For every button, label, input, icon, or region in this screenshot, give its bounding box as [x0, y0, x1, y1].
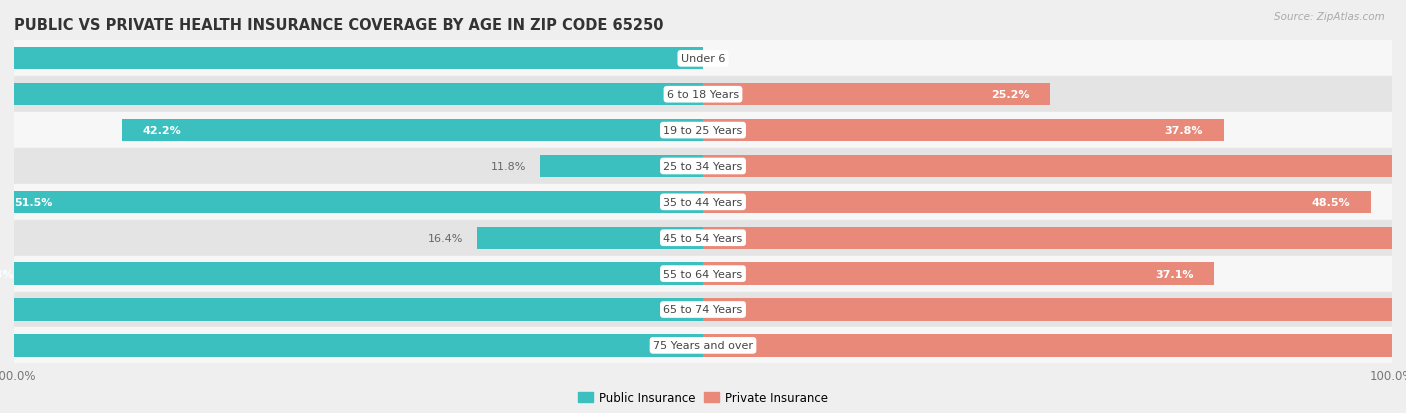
Bar	[14, 292, 1392, 328]
Bar	[703, 227, 1406, 249]
Bar	[14, 185, 1392, 220]
Legend: Public Insurance, Private Insurance: Public Insurance, Private Insurance	[574, 387, 832, 409]
Bar	[14, 77, 1392, 113]
Text: 45 to 54 Years: 45 to 54 Years	[664, 233, 742, 243]
Bar	[0, 335, 703, 357]
Text: 35 to 44 Years: 35 to 44 Years	[664, 197, 742, 207]
Bar	[703, 299, 1406, 321]
Bar	[14, 256, 1392, 292]
Text: 75 Years and over: 75 Years and over	[652, 341, 754, 351]
Bar	[703, 263, 1215, 285]
Bar	[0, 48, 703, 70]
Text: 51.5%: 51.5%	[14, 197, 52, 207]
Text: 37.1%: 37.1%	[1154, 269, 1194, 279]
Bar	[14, 149, 1392, 185]
Text: 65 to 74 Years: 65 to 74 Years	[664, 305, 742, 315]
Text: 16.4%: 16.4%	[427, 233, 463, 243]
Bar	[703, 155, 1406, 178]
Text: 55 to 64 Years: 55 to 64 Years	[664, 269, 742, 279]
Bar	[540, 155, 703, 178]
Bar	[703, 335, 1406, 357]
Text: 48.5%: 48.5%	[1312, 197, 1351, 207]
Text: 54.3%: 54.3%	[0, 269, 14, 279]
Text: PUBLIC VS PRIVATE HEALTH INSURANCE COVERAGE BY AGE IN ZIP CODE 65250: PUBLIC VS PRIVATE HEALTH INSURANCE COVER…	[14, 18, 664, 33]
Bar	[14, 220, 1392, 256]
Bar	[0, 84, 703, 106]
Bar	[703, 84, 1050, 106]
Bar	[0, 299, 703, 321]
Text: 25.2%: 25.2%	[991, 90, 1029, 100]
Bar	[14, 41, 1392, 77]
Text: 6 to 18 Years: 6 to 18 Years	[666, 90, 740, 100]
Bar	[477, 227, 703, 249]
Bar	[0, 263, 703, 285]
Text: 11.8%: 11.8%	[491, 161, 527, 171]
Text: 42.2%: 42.2%	[142, 126, 181, 136]
Bar	[121, 120, 703, 142]
Text: 37.8%: 37.8%	[1164, 126, 1204, 136]
Text: 19 to 25 Years: 19 to 25 Years	[664, 126, 742, 136]
Text: Under 6: Under 6	[681, 54, 725, 64]
Bar	[0, 191, 703, 214]
Bar	[703, 120, 1223, 142]
Text: Source: ZipAtlas.com: Source: ZipAtlas.com	[1274, 12, 1385, 22]
Bar	[703, 191, 1371, 214]
Bar	[14, 328, 1392, 363]
Text: 25 to 34 Years: 25 to 34 Years	[664, 161, 742, 171]
Bar	[14, 113, 1392, 149]
